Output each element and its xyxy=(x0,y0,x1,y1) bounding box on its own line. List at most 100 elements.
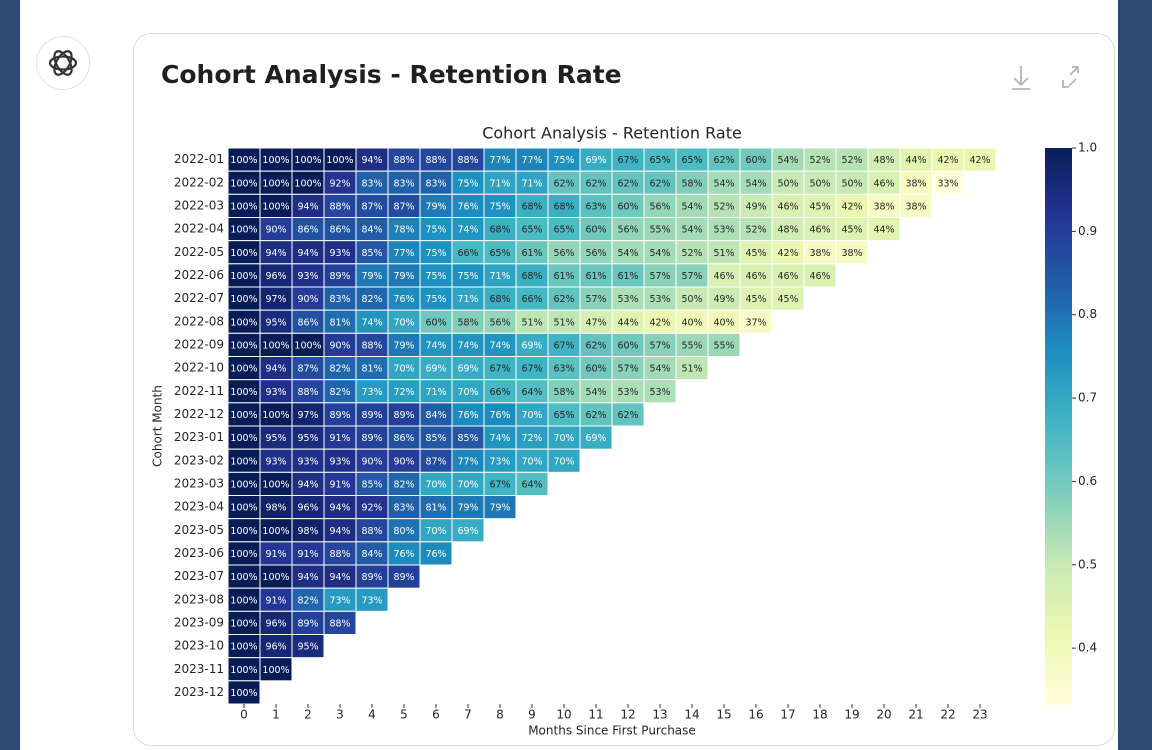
colorbar-segment xyxy=(1045,518,1072,524)
colorbar-segment xyxy=(1045,634,1072,640)
colorbar-segment xyxy=(1045,310,1072,316)
cell-label: 57% xyxy=(617,364,638,375)
cell-label: 79% xyxy=(489,503,510,514)
y-tick-label: 2022-09 xyxy=(174,337,224,351)
cell-label: 49% xyxy=(745,201,766,212)
cell-label: 60% xyxy=(585,364,606,375)
cell-label: 69% xyxy=(521,340,542,351)
y-tick-label: 2022-02 xyxy=(174,175,224,189)
cell-label: 91% xyxy=(297,549,318,560)
cell-label: 48% xyxy=(777,225,798,236)
cell-label: 47% xyxy=(585,317,606,328)
cell-label: 100% xyxy=(230,201,257,212)
colorbar-segment xyxy=(1045,407,1072,413)
cell-label: 73% xyxy=(329,595,350,606)
cell-label: 88% xyxy=(329,201,350,212)
cell-label: 71% xyxy=(457,294,478,305)
colorbar-segment xyxy=(1045,393,1072,399)
colorbar-segment xyxy=(1045,430,1072,436)
cell-label: 70% xyxy=(457,479,478,490)
cell-label: 60% xyxy=(425,317,446,328)
cell-label: 66% xyxy=(521,294,542,305)
cell-label: 93% xyxy=(329,456,350,467)
cell-label: 54% xyxy=(585,387,606,398)
cell-label: 67% xyxy=(489,364,510,375)
cell-label: 94% xyxy=(297,479,318,490)
x-tick-label: 11 xyxy=(588,708,603,722)
colorbar-tick-label: 1.0 xyxy=(1078,141,1097,155)
cell-label: 91% xyxy=(265,595,286,606)
colorbar-segment xyxy=(1045,615,1072,622)
cell-label: 69% xyxy=(457,526,478,537)
cell-label: 89% xyxy=(361,572,382,583)
cell-label: 92% xyxy=(361,503,382,514)
cell-label: 100% xyxy=(230,618,257,629)
cell-label: 85% xyxy=(457,433,478,444)
cell-label: 72% xyxy=(521,433,542,444)
cell-label: 100% xyxy=(230,688,257,699)
y-tick-label: 2022-07 xyxy=(174,291,224,305)
colorbar-segment xyxy=(1045,699,1072,705)
cell-label: 50% xyxy=(841,178,862,189)
cell-label: 52% xyxy=(809,155,830,166)
cell-label: 83% xyxy=(425,178,446,189)
colorbar-segment xyxy=(1045,421,1072,427)
y-tick-label: 2023-10 xyxy=(174,639,224,653)
colorbar-segment xyxy=(1045,444,1072,450)
colorbar-segment xyxy=(1045,319,1072,325)
colorbar-segment xyxy=(1045,435,1072,441)
cell-label: 100% xyxy=(230,549,257,560)
cell-label: 40% xyxy=(681,317,702,328)
card-title: Cohort Analysis - Retention Rate xyxy=(161,60,622,89)
cell-label: 73% xyxy=(361,387,382,398)
cell-label: 95% xyxy=(265,317,286,328)
cell-label: 91% xyxy=(329,479,350,490)
colorbar-segment xyxy=(1045,463,1072,469)
x-tick-label: 18 xyxy=(812,708,827,722)
cell-label: 100% xyxy=(230,642,257,653)
expand-icon[interactable] xyxy=(1062,66,1079,88)
cell-label: 97% xyxy=(297,410,318,421)
cell-label: 75% xyxy=(425,248,446,259)
x-tick-label: 22 xyxy=(940,708,955,722)
colorbar-segment xyxy=(1045,453,1072,460)
cell-label: 61% xyxy=(617,271,638,282)
cell-label: 90% xyxy=(329,340,350,351)
x-tick-label: 17 xyxy=(780,708,795,722)
colorbar-tick-label: 0.5 xyxy=(1078,557,1097,571)
download-icon[interactable] xyxy=(1012,66,1030,90)
cell-label: 69% xyxy=(457,364,478,375)
cell-label: 75% xyxy=(553,155,574,166)
x-tick-label: 20 xyxy=(876,708,891,722)
colorbar-segment xyxy=(1045,532,1072,538)
cell-label: 87% xyxy=(393,201,414,212)
cell-label: 79% xyxy=(457,503,478,514)
cell-label: 100% xyxy=(326,155,353,166)
cell-label: 83% xyxy=(329,294,350,305)
colorbar-segment xyxy=(1045,555,1072,561)
colorbar-segment xyxy=(1045,537,1072,543)
x-axis-label: Months Since First Purchase xyxy=(528,724,696,738)
cell-label: 82% xyxy=(297,595,318,606)
cell-label: 62% xyxy=(585,410,606,421)
cell-label: 75% xyxy=(425,271,446,282)
y-tick-label: 2022-12 xyxy=(174,407,224,421)
colorbar-segment xyxy=(1045,504,1072,510)
colorbar-segment xyxy=(1045,639,1072,645)
cell-label: 100% xyxy=(230,433,257,444)
colorbar-segment xyxy=(1045,249,1072,256)
colorbar-segment xyxy=(1045,222,1072,228)
cell-label: 94% xyxy=(297,248,318,259)
cell-label: 54% xyxy=(681,225,702,236)
colorbar-segment xyxy=(1045,198,1072,205)
cell-label: 89% xyxy=(329,271,350,282)
cell-label: 67% xyxy=(489,479,510,490)
cell-label: 100% xyxy=(230,595,257,606)
x-tick-label: 23 xyxy=(972,708,987,722)
cell-label: 54% xyxy=(649,364,670,375)
colorbar-segment xyxy=(1045,240,1072,246)
cell-label: 83% xyxy=(361,178,382,189)
cell-label: 37% xyxy=(745,317,766,328)
x-tick-label: 15 xyxy=(716,708,731,722)
cell-label: 70% xyxy=(521,456,542,467)
